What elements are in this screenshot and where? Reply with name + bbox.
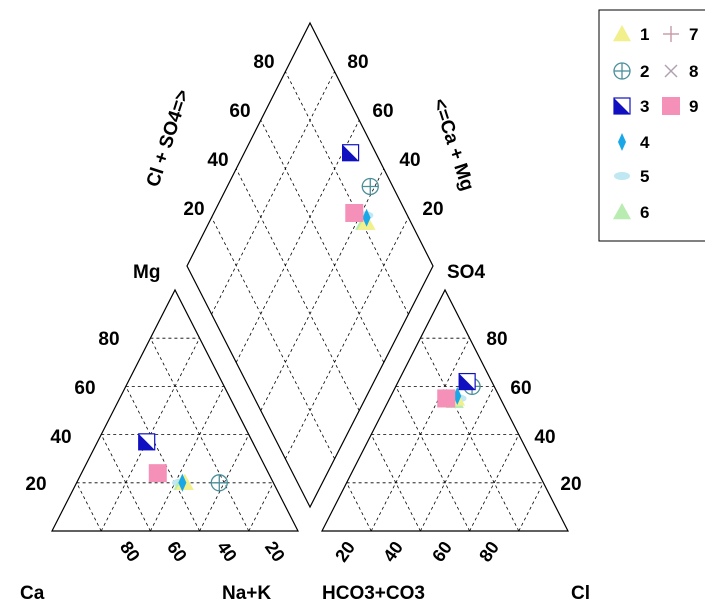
anion-grid-line: [420, 338, 520, 532]
diamond-grid-line: [211, 217, 335, 459]
point-cation-series-4: [178, 473, 187, 492]
legend-marker-5: [614, 172, 630, 180]
tick-label-mg: 40: [50, 427, 71, 448]
tick-label-mg: 20: [25, 474, 46, 495]
tick-label-so4: 80: [486, 329, 507, 350]
diamond-outline: [186, 21, 434, 509]
legend-label-3: 3: [640, 97, 649, 116]
legend-label-2: 2: [640, 62, 649, 81]
legend-label-5: 5: [640, 167, 649, 186]
legend-marker-3: [613, 97, 631, 115]
cation-grid-line: [248, 482, 274, 532]
point-diamond-series-2: [361, 177, 379, 196]
tick-label-cl-so4: 60: [229, 101, 250, 122]
tick-label-cl-so4: 40: [207, 150, 228, 171]
point-cation-series-3: [138, 433, 156, 451]
tick-label-nak: 80: [116, 538, 144, 566]
legend-label-7: 7: [689, 25, 698, 44]
data-points: [138, 144, 481, 492]
point-diamond-series-3: [341, 144, 360, 162]
legend-marker-8: [664, 64, 678, 78]
tick-label-mg: 60: [74, 378, 95, 399]
tick-label-cl-so4: 20: [183, 199, 204, 220]
axis-label-nak: Na+K: [222, 583, 271, 604]
anion-grid-line: [395, 386, 470, 532]
legend-marker-6: [613, 203, 631, 220]
axis-label-so4: SO4: [447, 262, 485, 283]
tick-label-nak: 20: [261, 538, 289, 566]
tick-label-so4: 20: [560, 474, 581, 495]
legend-label-8: 8: [689, 62, 698, 81]
point-anion-series-4: [453, 387, 462, 406]
tick-label-so4: 60: [510, 378, 531, 399]
axis-label-cl: Cl: [571, 583, 590, 604]
tick-label-nak: 60: [163, 538, 191, 566]
legend-label-9: 9: [689, 97, 698, 116]
legend-label-1: 1: [640, 25, 649, 44]
axis-label-mg: Mg: [133, 262, 160, 283]
axis-label-cl-so4: Cl + SO4=>: [143, 87, 194, 189]
legend: 1 2 3 4 5 6 7 8 9: [598, 9, 705, 242]
tick-label-cl: 20: [331, 538, 359, 566]
cation-grid-line: [150, 338, 250, 532]
grid-lines: [76, 71, 544, 532]
cation-grid-line: [125, 386, 200, 532]
anion-grid-line: [420, 386, 495, 532]
cation-triangle-outline: [51, 288, 299, 532]
tick-label-cl-so4: 80: [253, 52, 274, 73]
tick-label-ca-mg: 40: [399, 150, 420, 171]
anion-triangle-outline: [321, 288, 569, 532]
legend-marker-9: [662, 97, 680, 115]
tick-label-cl: 40: [379, 538, 407, 566]
legend-marker-1: [613, 25, 631, 42]
legend-marker-4: [618, 133, 626, 151]
point-anion-series-9: [437, 389, 456, 408]
diamond-grid-line: [260, 168, 385, 411]
diamond-grid-line: [285, 217, 409, 459]
point-anion-series-3: [458, 372, 476, 391]
anion-grid-line: [346, 482, 372, 532]
axis-label-ca-mg: <=Ca + Mg: [428, 96, 478, 193]
tick-label-nak: 40: [213, 538, 241, 566]
cation-grid-line: [100, 434, 151, 532]
legend-label-6: 6: [640, 203, 649, 222]
legend-label-4: 4: [640, 133, 650, 152]
tick-label-ca-mg: 60: [372, 101, 393, 122]
plot-outlines: [51, 21, 569, 532]
tick-labels: 20 40 60 80 20 40 60 80 80 60 40 20 20 40 60 80 20 40 60 80…: [25, 52, 581, 565]
diamond-grid-line: [260, 120, 385, 363]
tick-label-cl: 80: [475, 538, 503, 566]
axis-label-ca: Ca: [20, 583, 45, 604]
anion-grid-line: [370, 434, 421, 532]
tick-label-ca-mg: 80: [347, 52, 368, 73]
axis-label-hco3: HCO3+CO3: [322, 583, 425, 604]
legend-marker-2: [613, 62, 631, 80]
tick-label-mg: 80: [98, 329, 119, 350]
point-diamond-series-9: [345, 203, 364, 222]
legend-marker-7: [663, 26, 679, 42]
anion-grid-line: [518, 482, 544, 532]
tick-label-so4: 40: [534, 427, 555, 448]
point-cation-series-9: [148, 464, 167, 483]
diamond-grid-line: [235, 168, 360, 411]
point-cation-series-2: [210, 474, 228, 492]
cation-grid-line: [76, 482, 102, 532]
tick-label-ca-mg: 20: [422, 199, 443, 220]
tick-label-cl: 60: [428, 538, 456, 566]
diamond-grid-line: [235, 120, 360, 363]
cation-grid-line: [150, 386, 225, 532]
legend-entries: 1 2 3 4 5 6 7 8 9: [613, 25, 698, 222]
legend-box: [598, 9, 705, 242]
point-diamond-series-4: [362, 208, 371, 227]
